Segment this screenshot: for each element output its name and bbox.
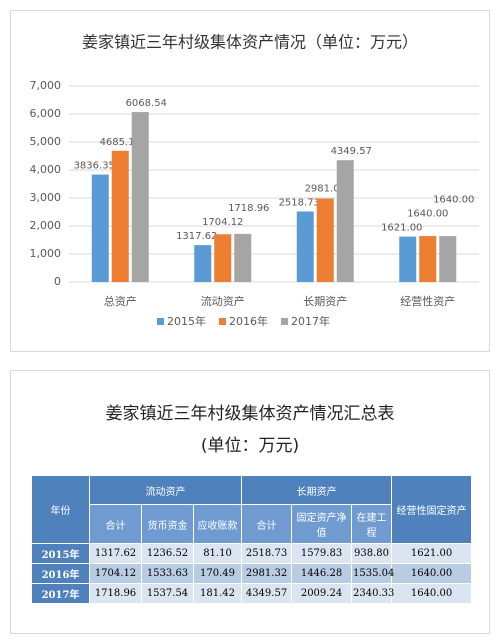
table-cell: 1317.62	[89, 543, 142, 564]
table-cell: 年份	[31, 475, 90, 544]
legend-swatch	[219, 318, 226, 325]
table-row: 2016年 1704.12 1533.63 170.49 2981.32 1446.28 1…	[31, 563, 473, 584]
y-tick-label: 7,000	[30, 79, 62, 92]
bar	[439, 236, 457, 282]
value-label: 1317.62	[176, 231, 217, 242]
y-tick-label: 6,000	[30, 107, 62, 120]
x-tick-label: 经营性资产	[400, 294, 455, 308]
value-label: 4349.57	[331, 146, 372, 157]
y-tick-label: 3,000	[30, 191, 62, 204]
table-cell: 2009.24	[291, 583, 353, 604]
chart: 姜家镇近三年村级集体资产情况（单位：万元） 0 1,000 2,000 3,000 4,…	[10, 10, 490, 352]
legend-label: 2017年	[291, 314, 330, 328]
y-tick-label: 0	[54, 275, 61, 288]
value-label: 1621.00	[381, 223, 422, 234]
value-label: 1640.00	[407, 209, 448, 220]
table-cell: 1537.54	[141, 583, 194, 604]
table-cell: 2016年	[31, 563, 90, 584]
table-cell: 2340.33	[351, 583, 394, 604]
x-tick-label: 长期资产	[303, 294, 347, 308]
bar	[194, 245, 212, 282]
summary-table: 年份 流动资产 长期资产 经营性固定资产 合计 货币资金 应收账款 合计 固定资产净值 在建工程 2…	[31, 475, 473, 604]
table-cell: 合计	[89, 504, 142, 544]
table-cell: 1236.52	[141, 543, 194, 564]
table-subtitle: (单位：万元)	[200, 436, 300, 456]
value-label: 6068.54	[126, 98, 167, 109]
table-cell: 在建工程	[351, 504, 393, 544]
x-tick-label: 流动资产	[201, 294, 245, 308]
table-cell: 应收账款	[192, 504, 243, 544]
legend-label: 2016年	[229, 314, 268, 328]
legend-label: 2015年	[167, 314, 206, 328]
y-tick-label: 2,000	[30, 219, 62, 232]
bar	[111, 150, 129, 282]
table-cell: 1704.12	[89, 563, 142, 584]
bar	[336, 160, 354, 282]
table-cell: 170.49	[192, 563, 243, 584]
chart-title: 姜家镇近三年村级集体资产情况（单位：万元）	[82, 33, 418, 52]
value-label: 2518.73	[279, 197, 320, 208]
y-tick-label: 4,000	[30, 163, 62, 176]
table-cell: 1535.04	[351, 563, 394, 584]
y-tick-label: 1,000	[30, 247, 62, 260]
table-cell: 流动资产	[88, 475, 243, 505]
table-cell: 4349.57	[241, 583, 293, 604]
table-cell: 2017年	[31, 583, 90, 604]
y-tick-label: 5,000	[30, 135, 62, 148]
bar	[296, 211, 314, 282]
table-cell: 2015年	[31, 543, 90, 564]
table-cell: 货币资金	[141, 504, 194, 544]
value-label: 3836.35	[74, 161, 115, 172]
table-cell: 81.10	[192, 543, 243, 564]
bar	[214, 234, 232, 282]
value-label: 2981.00	[305, 183, 346, 194]
table-panel: 姜家镇近三年村级集体资产情况汇总表 (单位：万元) 年份 流动资产 长期资产 经营性固…	[10, 370, 490, 634]
table-cell: 938.80	[351, 543, 393, 564]
table-cell: 1446.28	[291, 563, 353, 584]
table-cell: 1579.83	[291, 543, 353, 564]
table-cell: 2981.32	[241, 563, 293, 584]
table-cell: 长期资产	[241, 475, 393, 505]
table-cell: 181.42	[192, 583, 243, 604]
legend-swatch	[281, 318, 288, 325]
bar	[131, 112, 149, 283]
table-row: 年份 流动资产 长期资产 经营性固定资产	[31, 475, 473, 544]
table-cell: 1640.00	[391, 583, 473, 604]
value-label: 1640.00	[433, 195, 474, 206]
bar	[234, 233, 252, 282]
legend-swatch	[157, 318, 164, 325]
table-row: 2017年 1718.96 1537.54 181.42 4349.57 2009.24 2…	[31, 583, 473, 604]
value-label: 4685.12	[100, 137, 141, 148]
table-title: 姜家镇近三年村级集体资产情况汇总表	[105, 404, 395, 424]
table-cell: 1533.63	[141, 563, 194, 584]
value-label: 1718.96	[228, 203, 269, 214]
value-label: 1704.12	[202, 217, 243, 228]
bar	[316, 198, 334, 282]
table-cell: 固定资产净值	[291, 504, 353, 544]
table-cell: 合计	[241, 504, 293, 544]
table-cell: 经营性固定资产	[391, 475, 473, 544]
table-cell: 1718.96	[89, 583, 142, 604]
bar	[399, 236, 417, 282]
x-tick-label: 总资产	[104, 294, 137, 308]
table-row: 2015年 1317.62 1236.52 81.10 2518.73 1579.83 93…	[31, 543, 473, 564]
bar	[419, 236, 437, 282]
table-cell: 2518.73	[241, 543, 293, 564]
bar	[91, 174, 109, 282]
table-cell: 1621.00	[391, 543, 473, 564]
table-cell: 1640.00	[391, 563, 473, 584]
